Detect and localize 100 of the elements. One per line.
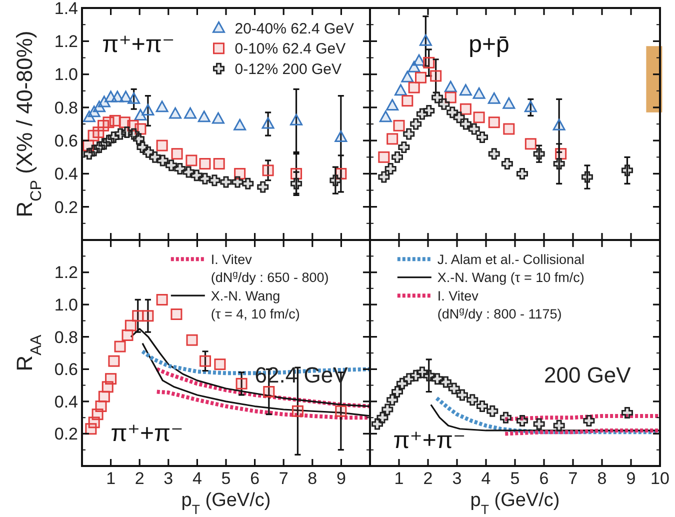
point — [142, 104, 154, 116]
y-tick-label: 1.4 — [54, 0, 78, 18]
point — [502, 97, 516, 109]
point — [242, 178, 254, 190]
point — [198, 110, 210, 122]
point — [186, 154, 198, 166]
point — [501, 158, 513, 170]
point — [382, 404, 394, 416]
y-tick-label: 1.2 — [54, 263, 78, 282]
point — [423, 56, 435, 68]
point — [488, 148, 500, 160]
point — [468, 123, 480, 135]
point — [402, 95, 414, 107]
point — [516, 415, 528, 427]
point — [334, 130, 348, 142]
point — [236, 378, 248, 390]
point — [128, 92, 140, 104]
point — [170, 308, 182, 320]
point — [552, 118, 566, 130]
point — [553, 158, 565, 170]
x-tick-label: 2 — [423, 469, 433, 488]
point — [98, 96, 110, 108]
annotation: 200 GeV — [544, 362, 632, 388]
point — [378, 151, 390, 163]
point — [200, 355, 212, 367]
point — [516, 168, 528, 180]
y-tick-label: 0.2 — [54, 424, 78, 444]
point — [440, 376, 452, 388]
point — [124, 320, 136, 332]
legend-label: J. Alam et al.- Collisional — [437, 252, 584, 267]
y-tick-label: 0.8 — [54, 98, 78, 118]
point — [386, 133, 398, 145]
point — [472, 87, 486, 99]
point — [330, 174, 342, 186]
x-tick-label: 6 — [250, 469, 260, 488]
point — [214, 358, 226, 370]
point — [208, 174, 220, 186]
point — [533, 148, 545, 160]
point — [486, 405, 498, 417]
x-tick-label: 4 — [481, 469, 491, 488]
x-tick-label: 1 — [394, 469, 404, 488]
point — [379, 110, 392, 122]
point — [292, 405, 304, 417]
point — [105, 373, 117, 385]
point — [621, 406, 633, 418]
point — [290, 178, 302, 190]
point — [199, 158, 211, 170]
point — [234, 118, 246, 130]
point — [476, 132, 488, 144]
x-tick-label: 5 — [221, 469, 231, 488]
point — [488, 92, 500, 104]
point — [423, 370, 435, 382]
point — [335, 405, 347, 417]
legend-label: 20-40% 62.4 GeV — [234, 20, 354, 38]
legend-label: I. Vitev (dN$^{g}$/dy : 800 - 1175) — [437, 288, 562, 322]
x-tick-label: 4 — [192, 469, 202, 488]
point — [132, 133, 144, 145]
y-tick-label: 0.2 — [54, 198, 78, 217]
legend-label: 0-10% 62.4 GeV — [234, 40, 346, 58]
x-tick-label: 5 — [510, 469, 520, 488]
point — [134, 108, 147, 120]
x-tick-label: 8 — [597, 469, 607, 488]
point — [460, 118, 472, 130]
point — [386, 99, 399, 111]
point — [432, 92, 444, 104]
point — [262, 164, 274, 176]
point — [403, 128, 415, 140]
point — [232, 176, 244, 188]
point — [384, 162, 396, 174]
y-tick-label: 0.6 — [54, 360, 78, 380]
x-tick-label: 3 — [164, 469, 174, 488]
x-tick-label: 1 — [106, 469, 116, 488]
y-tick-label: 0.4 — [54, 392, 78, 412]
x-axis-title: p$_{T}$ (GeV/c) — [470, 490, 560, 516]
point — [169, 107, 182, 119]
point — [262, 117, 274, 129]
point — [98, 390, 110, 402]
point — [156, 100, 168, 112]
x-tick-label: 10 — [650, 469, 670, 488]
point — [466, 394, 478, 406]
point — [213, 158, 225, 170]
point — [212, 112, 224, 124]
x-tick-label: 7 — [568, 469, 578, 488]
point — [401, 70, 414, 82]
point — [453, 112, 465, 124]
point — [290, 114, 303, 126]
y-tick-label: 0.4 — [54, 164, 78, 184]
point — [156, 294, 168, 306]
point — [503, 123, 515, 135]
point — [398, 141, 410, 153]
y-tick-label: 0.6 — [54, 132, 78, 151]
point — [410, 118, 422, 130]
point — [220, 176, 232, 188]
x-tick-label: 7 — [278, 469, 288, 488]
point — [423, 104, 435, 116]
point — [394, 84, 407, 96]
point — [184, 107, 197, 119]
point — [257, 181, 269, 193]
point — [182, 166, 194, 178]
point — [476, 400, 488, 412]
